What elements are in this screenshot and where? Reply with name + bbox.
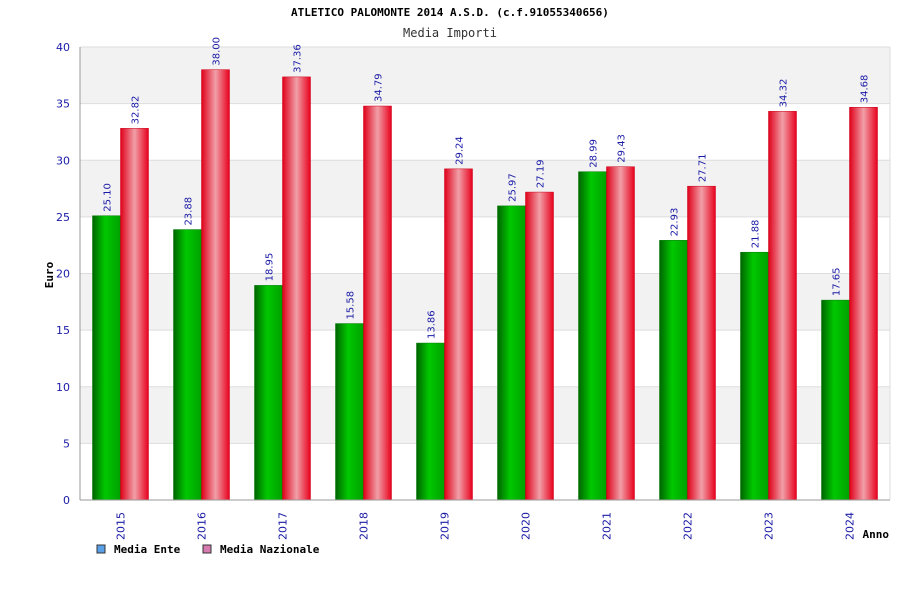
legend: Media Ente Media Nazionale [96, 543, 320, 556]
x-tick-label: 2019 [439, 512, 452, 540]
bar-media-nazionale-2015 [120, 128, 149, 501]
data-label: 32.82 [131, 96, 142, 125]
bars [92, 69, 878, 501]
data-label: 34.68 [860, 75, 871, 104]
bar-media-ente-2016 [173, 229, 202, 501]
data-label: 27.19 [536, 159, 547, 188]
bar-media-ente-2023 [740, 251, 769, 501]
chart-title: ATLETICO PALOMONTE 2014 A.S.D. (c.f.9105… [291, 6, 609, 19]
data-label: 25.97 [508, 173, 519, 202]
bar-media-ente-2021 [578, 171, 607, 501]
bar-media-nazionale-2019 [444, 168, 473, 501]
x-tick-label: 2020 [520, 512, 533, 540]
data-label: 29.24 [455, 136, 466, 165]
x-tick-label: 2022 [682, 512, 695, 540]
data-label: 23.88 [184, 197, 195, 226]
data-label: 25.10 [103, 183, 114, 212]
y-tick-label: 30 [56, 154, 70, 167]
y-tick-label: 5 [63, 437, 70, 450]
data-label: 18.95 [265, 253, 276, 282]
bar-media-ente-2017 [254, 285, 283, 501]
x-tick-labels: 2015 2016 2017 2018 2019 2020 2021 2022 2023 2024 [115, 512, 857, 540]
legend-swatch-media-ente [96, 544, 106, 554]
bar-media-nazionale-2020 [525, 191, 554, 501]
data-label: 34.32 [779, 79, 790, 108]
x-tick-label: 2015 [115, 512, 128, 540]
chart-subtitle: Media Importi [403, 26, 497, 40]
bar-media-ente-2018 [335, 323, 364, 501]
data-label: 13.86 [427, 310, 438, 339]
x-tick-label: 2016 [196, 512, 209, 540]
x-axis-label: Anno [863, 528, 890, 541]
y-tick-labels: 0 5 10 15 20 25 30 35 40 [56, 41, 70, 507]
bar-media-nazionale-2021 [606, 166, 635, 501]
bar-media-nazionale-2018 [363, 105, 392, 501]
x-tick-label: 2024 [844, 512, 857, 540]
y-tick-label: 40 [56, 41, 70, 54]
bar-media-ente-2024 [821, 299, 850, 501]
data-label: 21.88 [751, 220, 762, 249]
x-tick-label: 2018 [358, 512, 371, 540]
y-axis-label: Euro [43, 261, 56, 288]
bar-media-ente-2019 [416, 342, 445, 501]
x-tick-label: 2021 [601, 512, 614, 540]
bar-media-nazionale-2017 [282, 76, 311, 501]
legend-label-media-ente: Media Ente [114, 543, 181, 556]
data-label: 27.71 [698, 154, 709, 183]
data-label: 28.99 [589, 139, 600, 168]
data-label: 37.36 [293, 44, 304, 73]
y-tick-label: 10 [56, 381, 70, 394]
bar-media-nazionale-2024 [849, 106, 878, 501]
data-label: 29.43 [617, 134, 628, 163]
y-tick-label: 25 [56, 211, 70, 224]
legend-swatch-media-nazionale [202, 544, 212, 554]
legend-label-media-nazionale: Media Nazionale [220, 543, 320, 556]
data-label: 17.65 [832, 267, 843, 296]
x-tick-label: 2023 [763, 512, 776, 540]
y-tick-label: 20 [56, 268, 70, 281]
data-labels: 25.10 32.82 23.88 38.00 18.95 37.36 15.58 34.79… [103, 37, 871, 339]
x-tick-label: 2017 [277, 512, 290, 540]
data-label: 22.93 [670, 208, 681, 237]
y-tick-label: 15 [56, 324, 70, 337]
data-label: 38.00 [212, 37, 223, 66]
y-tick-label: 35 [56, 98, 70, 111]
y-tick-label: 0 [63, 494, 70, 507]
bar-media-nazionale-2016 [201, 69, 230, 501]
bar-media-ente-2015 [92, 215, 121, 501]
data-label: 34.79 [374, 73, 385, 102]
bar-media-ente-2020 [497, 205, 526, 501]
bar-media-nazionale-2022 [687, 185, 716, 501]
bar-media-ente-2022 [659, 240, 688, 501]
bar-media-nazionale-2023 [768, 111, 797, 501]
data-label: 15.58 [346, 291, 357, 320]
